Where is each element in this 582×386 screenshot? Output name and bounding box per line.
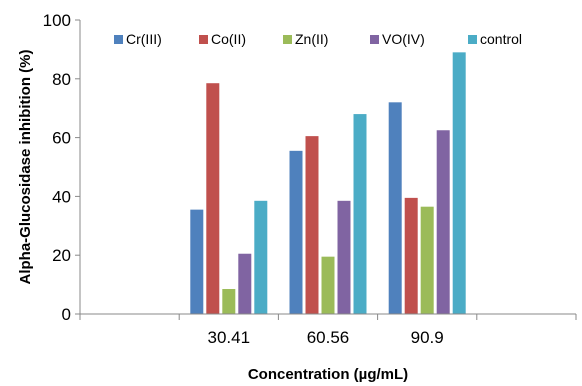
legend-swatch (283, 35, 292, 44)
bars (190, 52, 466, 315)
y-tick-label: 20 (52, 246, 71, 265)
legend-swatch (114, 35, 123, 44)
legend-label: control (480, 31, 522, 47)
y-tick-label: 80 (52, 70, 71, 89)
bar (305, 136, 319, 314)
bar (452, 52, 466, 315)
bar (289, 150, 303, 314)
bar (420, 206, 434, 314)
y-tick-label: 40 (52, 187, 71, 206)
y-tick-label: 60 (52, 129, 71, 148)
legend-swatch (199, 35, 208, 44)
x-tick-label: 60.56 (307, 328, 350, 347)
x-tick-label: 30.41 (208, 328, 251, 347)
bar (436, 130, 450, 314)
bar (206, 83, 220, 315)
bar (238, 253, 252, 314)
legend-label: Co(II) (211, 31, 246, 47)
bar (404, 197, 418, 314)
legend-swatch (370, 35, 379, 44)
x-tick-label: 90.9 (411, 328, 444, 347)
bar (190, 209, 204, 314)
y-tick-label: 0 (62, 305, 71, 324)
legend-label: Cr(III) (126, 31, 162, 47)
x-axis-title: Concentration (µg/mL) (248, 366, 408, 383)
legend: Cr(III) Co(II) Zn(II) VO(IV) control (114, 31, 522, 47)
bar (388, 102, 402, 314)
y-axis-title: Alpha-Glucosidase inhibition (%) (17, 49, 34, 284)
bar (337, 200, 351, 314)
legend-label: Zn(II) (295, 31, 328, 47)
legend-label: VO(IV) (382, 31, 425, 47)
legend-swatch (468, 35, 477, 44)
bar (222, 289, 236, 314)
y-tick-label: 100 (43, 11, 71, 30)
bar (254, 200, 268, 314)
x-axis-ticks: 30.41 60.56 90.9 (79, 314, 577, 347)
bar (321, 256, 335, 314)
bar (353, 114, 367, 314)
y-axis-ticks: 0 20 40 60 80 100 (43, 11, 80, 324)
